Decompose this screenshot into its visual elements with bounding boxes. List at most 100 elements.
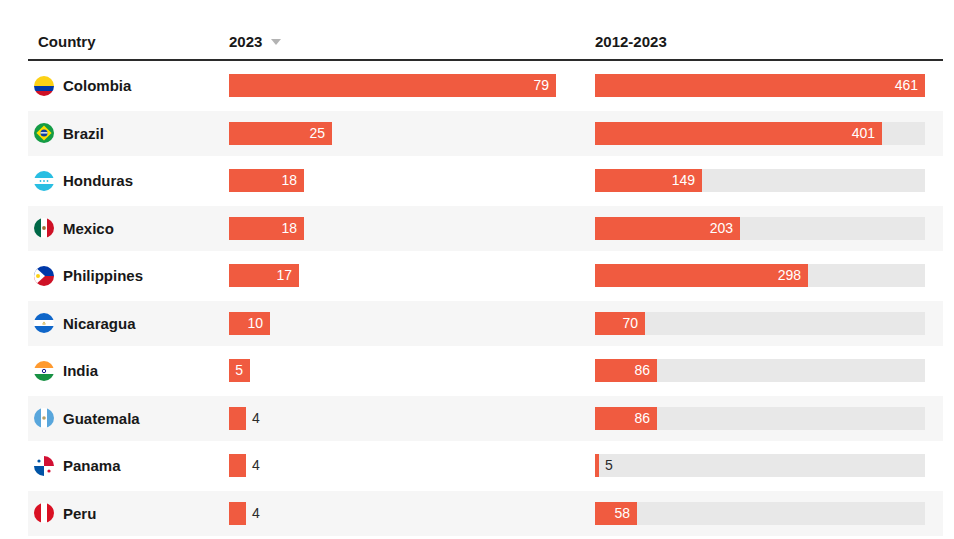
bar-cell-2023: 18	[229, 217, 595, 240]
country-cell: India	[28, 361, 229, 381]
value-bar: 18	[229, 169, 304, 192]
bar-2012-2023: 203	[595, 217, 925, 240]
value-label: 461	[895, 74, 918, 97]
country-cell: Mexico	[28, 218, 229, 238]
country-label: India	[63, 362, 98, 379]
country-label: Philippines	[63, 267, 143, 284]
value-label: 18	[281, 169, 297, 192]
table-row: Guatemala 4 86	[28, 396, 943, 442]
bar-cell-2012-2023: 203	[595, 217, 943, 240]
value-bar: 10	[229, 312, 270, 335]
value-label: 86	[634, 407, 650, 430]
bar-cell-2012-2023: 86	[595, 407, 943, 430]
country-label: Mexico	[63, 220, 114, 237]
value-bar	[229, 454, 246, 477]
value-label: 17	[276, 264, 292, 287]
bar-2012-2023: 149	[595, 169, 925, 192]
bar-cell-2023: 17	[229, 264, 595, 287]
bar-table: Country 2023 2012-2023 Colombia 79 461 B…	[28, 0, 943, 536]
bar-cell-2023: 4	[229, 407, 595, 430]
bar-cell-2012-2023: 86	[595, 359, 943, 382]
value-bar: 25	[229, 122, 332, 145]
bar-2012-2023: 86	[595, 359, 925, 382]
country-label: Brazil	[63, 125, 104, 142]
value-bar	[229, 407, 246, 430]
country-cell: Guatemala	[28, 408, 229, 428]
sort-desc-icon	[271, 39, 281, 45]
value-bar: 203	[595, 217, 740, 240]
bar-2012-2023: 298	[595, 264, 925, 287]
bar-cell-2012-2023: 149	[595, 169, 943, 192]
table-row: Colombia 79 461	[28, 63, 943, 109]
value-label: 86	[634, 359, 650, 382]
value-bar: 58	[595, 502, 637, 525]
flag-colombia-icon	[34, 76, 54, 96]
column-header-country[interactable]: Country	[28, 33, 229, 50]
flag-brazil-icon	[34, 123, 54, 143]
table-body: Colombia 79 461 Brazil 25 401 Honduras 1…	[28, 63, 943, 536]
bar-2012-2023: 5	[595, 454, 925, 477]
bar-cell-2012-2023: 58	[595, 502, 943, 525]
country-cell: Philippines	[28, 266, 229, 286]
value-label: 149	[672, 169, 695, 192]
bar-2023: 17	[229, 264, 556, 287]
table-row: Panama 4 5	[28, 443, 943, 489]
bar-cell-2023: 4	[229, 502, 595, 525]
column-header-2012-2023[interactable]: 2012-2023	[595, 33, 943, 50]
bar-2023: 10	[229, 312, 556, 335]
value-bar: 17	[229, 264, 299, 287]
value-label: 5	[605, 454, 613, 477]
column-header-2023[interactable]: 2023	[229, 33, 595, 50]
flag-peru-icon	[34, 503, 54, 523]
value-label: 10	[247, 312, 263, 335]
table-row: Peru 4 58	[28, 491, 943, 537]
value-bar: 298	[595, 264, 808, 287]
flag-mexico-icon	[34, 218, 54, 238]
country-cell: Honduras	[28, 171, 229, 191]
country-label: Nicaragua	[63, 315, 136, 332]
country-label: Guatemala	[63, 410, 140, 427]
bar-cell-2023: 25	[229, 122, 595, 145]
value-bar	[229, 502, 246, 525]
bar-cell-2023: 10	[229, 312, 595, 335]
column-header-2023-label: 2023	[229, 33, 262, 50]
bar-2012-2023: 461	[595, 74, 925, 97]
bar-2023: 79	[229, 74, 556, 97]
value-label: 4	[252, 502, 260, 525]
value-label: 4	[252, 407, 260, 430]
value-label: 203	[710, 217, 733, 240]
value-label: 25	[309, 122, 325, 145]
table-row: Mexico 18 203	[28, 206, 943, 252]
flag-honduras-icon	[34, 171, 54, 191]
value-label: 18	[281, 217, 297, 240]
table-row: Honduras 18 149	[28, 158, 943, 204]
bar-cell-2012-2023: 5	[595, 454, 943, 477]
country-label: Honduras	[63, 172, 133, 189]
country-label: Colombia	[63, 77, 131, 94]
bar-cell-2012-2023: 70	[595, 312, 943, 335]
bar-2012-2023: 401	[595, 122, 925, 145]
value-bar: 149	[595, 169, 702, 192]
value-bar: 401	[595, 122, 882, 145]
value-bar: 86	[595, 407, 657, 430]
bar-2023: 4	[229, 454, 556, 477]
flag-guatemala-icon	[34, 408, 54, 428]
value-label: 401	[852, 122, 875, 145]
value-bar: 79	[229, 74, 556, 97]
table-row: Nicaragua 10 70	[28, 301, 943, 347]
value-label: 79	[533, 74, 549, 97]
bar-cell-2012-2023: 461	[595, 74, 943, 97]
bar-cell-2023: 4	[229, 454, 595, 477]
value-label: 58	[614, 502, 630, 525]
country-label: Peru	[63, 505, 96, 522]
bar-cell-2012-2023: 401	[595, 122, 943, 145]
country-cell: Peru	[28, 503, 229, 523]
flag-nicaragua-icon	[34, 313, 54, 333]
bar-2012-2023: 58	[595, 502, 925, 525]
value-bar	[595, 454, 599, 477]
bar-cell-2023: 79	[229, 74, 595, 97]
flag-philippines-icon	[34, 266, 54, 286]
table-header: Country 2023 2012-2023	[28, 0, 943, 61]
bar-2012-2023: 70	[595, 312, 925, 335]
value-bar: 70	[595, 312, 645, 335]
